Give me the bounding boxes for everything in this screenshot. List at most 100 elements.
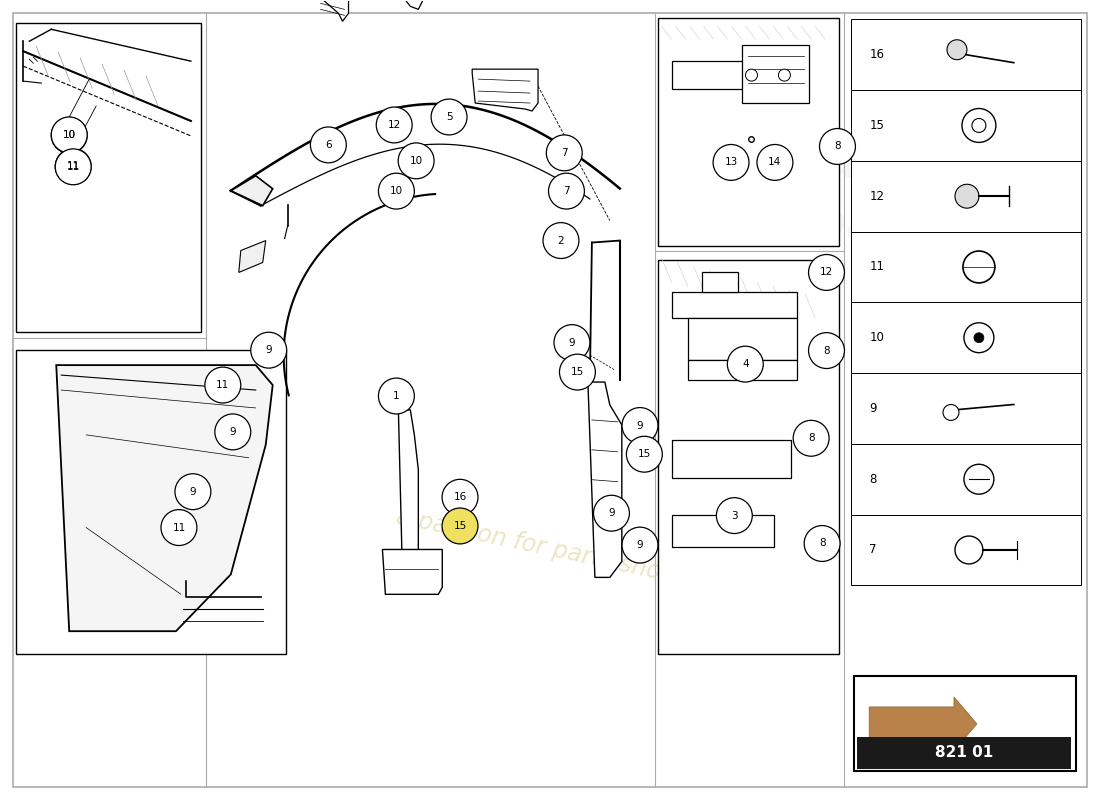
Circle shape <box>804 526 840 562</box>
Circle shape <box>974 333 983 342</box>
Text: 16: 16 <box>869 48 884 62</box>
Text: shop85: shop85 <box>732 182 907 259</box>
Polygon shape <box>672 61 788 89</box>
Bar <box>658 18 839 246</box>
Text: 13: 13 <box>725 158 738 167</box>
Bar <box>851 373 1080 444</box>
Text: 821 01: 821 01 <box>935 746 993 760</box>
Text: 9: 9 <box>608 508 615 518</box>
Circle shape <box>543 222 579 258</box>
Text: 11: 11 <box>67 162 80 171</box>
Circle shape <box>55 149 91 185</box>
Circle shape <box>554 325 590 361</box>
Circle shape <box>808 254 845 290</box>
Bar <box>851 514 1080 586</box>
Polygon shape <box>857 737 1070 769</box>
Text: 9: 9 <box>189 486 196 497</box>
Text: 10: 10 <box>63 130 76 140</box>
Text: 9: 9 <box>637 421 644 430</box>
Circle shape <box>549 173 584 209</box>
Text: 10: 10 <box>63 130 76 140</box>
Bar <box>16 350 286 654</box>
Circle shape <box>398 143 434 178</box>
Bar <box>851 90 1080 161</box>
Circle shape <box>378 378 415 414</box>
Polygon shape <box>688 360 798 380</box>
Text: 4: 4 <box>742 359 749 369</box>
Polygon shape <box>672 514 774 547</box>
Polygon shape <box>869 697 977 750</box>
Text: 11: 11 <box>869 261 884 274</box>
Text: 12: 12 <box>869 190 884 202</box>
Circle shape <box>757 145 793 180</box>
Circle shape <box>378 173 415 209</box>
Circle shape <box>251 332 287 368</box>
Text: 5: 5 <box>446 112 452 122</box>
Polygon shape <box>702 273 737 292</box>
Circle shape <box>214 414 251 450</box>
Text: 8: 8 <box>869 473 877 486</box>
Text: a passion for parts shop85: a passion for parts shop85 <box>394 505 706 594</box>
Text: 9: 9 <box>265 345 272 355</box>
Circle shape <box>431 99 467 135</box>
Bar <box>851 444 1080 514</box>
Text: 11: 11 <box>217 380 230 390</box>
Circle shape <box>560 354 595 390</box>
Circle shape <box>594 495 629 531</box>
Circle shape <box>820 129 856 165</box>
Text: 16: 16 <box>453 492 466 502</box>
Text: 7: 7 <box>563 186 570 196</box>
Bar <box>855 676 1076 770</box>
Text: 10: 10 <box>409 156 422 166</box>
Circle shape <box>376 107 412 143</box>
Text: 9: 9 <box>569 338 575 347</box>
Circle shape <box>161 510 197 546</box>
Text: 1: 1 <box>393 391 399 401</box>
Text: 11: 11 <box>173 522 186 533</box>
Circle shape <box>947 40 967 60</box>
Circle shape <box>442 479 478 515</box>
Polygon shape <box>56 365 273 631</box>
Text: 9: 9 <box>637 540 644 550</box>
Text: 8: 8 <box>823 346 829 355</box>
Circle shape <box>713 145 749 180</box>
Bar <box>851 161 1080 231</box>
Circle shape <box>793 420 829 456</box>
Polygon shape <box>741 46 810 103</box>
Circle shape <box>175 474 211 510</box>
Text: 9: 9 <box>230 427 236 437</box>
Polygon shape <box>672 292 798 318</box>
Text: 10: 10 <box>869 331 884 344</box>
Text: 15: 15 <box>869 119 884 132</box>
Circle shape <box>943 405 959 421</box>
Text: 11: 11 <box>67 162 80 172</box>
Circle shape <box>808 333 845 369</box>
Text: 15: 15 <box>571 367 584 377</box>
Circle shape <box>442 508 478 544</box>
Text: 6: 6 <box>324 140 332 150</box>
Circle shape <box>779 69 791 81</box>
Bar <box>851 19 1080 90</box>
Circle shape <box>52 117 87 153</box>
Polygon shape <box>688 318 798 360</box>
Circle shape <box>205 367 241 403</box>
Polygon shape <box>316 0 349 22</box>
Polygon shape <box>383 550 442 594</box>
Circle shape <box>52 118 87 154</box>
Text: 15: 15 <box>638 450 651 459</box>
Text: 12: 12 <box>820 267 833 278</box>
Text: 10: 10 <box>389 186 403 196</box>
Text: 8: 8 <box>807 434 814 443</box>
Circle shape <box>621 407 658 443</box>
Circle shape <box>547 135 582 170</box>
Text: 7: 7 <box>561 148 568 158</box>
Text: 14: 14 <box>768 158 782 167</box>
Circle shape <box>716 498 752 534</box>
Circle shape <box>727 346 763 382</box>
Bar <box>16 23 201 332</box>
Text: 15: 15 <box>453 521 466 531</box>
Polygon shape <box>587 382 621 578</box>
Text: 8: 8 <box>818 538 825 549</box>
Text: 8: 8 <box>834 142 840 151</box>
Polygon shape <box>472 69 538 111</box>
